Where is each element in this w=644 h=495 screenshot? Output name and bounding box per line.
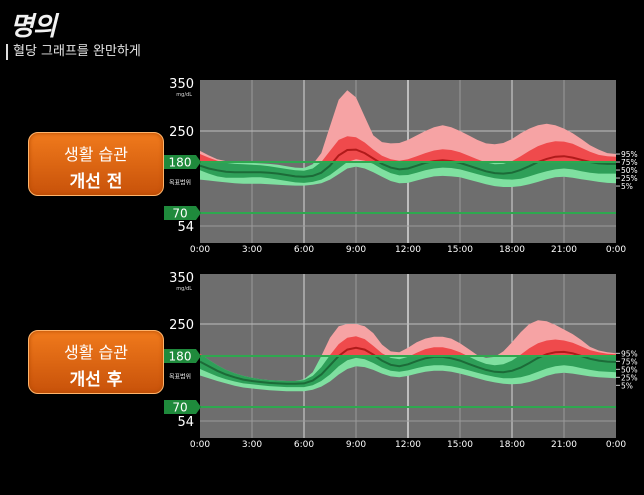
program-logo: 명의 [10,12,57,42]
y-tick-label: 350 [169,77,194,92]
band-outer-high [200,320,616,356]
percentile-label: 50% [621,166,638,175]
x-tick-label: 12:00 [395,245,421,255]
badge-before-line2: 개선 전 [69,172,123,192]
x-tick-label: 15:00 [447,245,473,255]
badge-before-line1: 생활 습관 [64,145,128,164]
x-tick-label: 6:00 [294,245,314,255]
page-subtitle: 혈당 그래프를 완만하게 [6,44,141,60]
percentile-label: 50% [621,365,638,374]
x-tick-label: 9:00 [346,245,366,255]
badge-after-line1: 생활 습관 [64,343,128,362]
percentile-label: 5% [621,381,633,390]
percentile-label: 75% [621,158,638,167]
range-label-180: 180 [169,156,192,170]
percentile-label: 5% [621,182,633,191]
x-tick-label: 6:00 [294,440,314,450]
y-unit-label: mg/dL [176,92,192,98]
percentile-label: 75% [621,357,638,366]
median-line-high [331,148,597,162]
y-tick-label: 250 [169,125,194,140]
band-outer-high [200,90,616,162]
x-tick-label: 18:00 [499,440,525,450]
y-tick-label: 54 [177,220,194,235]
range-label-180-tag [164,155,201,169]
x-tick-label: 15:00 [447,440,473,450]
x-tick-label: 18:00 [499,245,525,255]
y-unit-label: mg/dL [176,286,192,292]
x-tick-label: 3:00 [242,440,262,450]
range-label-70: 70 [172,401,187,415]
percentile-label: 95% [621,150,638,159]
range-label-180: 180 [169,350,192,364]
percentile-label: 95% [621,349,638,358]
range-label-70: 70 [172,207,187,221]
band-inner-high [200,136,616,162]
y-tick-label: 250 [169,318,194,333]
median-line-normal [200,356,616,385]
x-tick-label: 9:00 [346,440,366,450]
x-tick-label: 0:00 [606,440,626,450]
badge-before: 생활 습관 개선 전 [28,132,164,196]
chart-0: 350 250 54 mg/dL 180 70 목표범위 0:00 3:00 6:00 9:00 12… [164,77,638,255]
y-tick-label: 350 [169,271,194,286]
median-line-high [337,346,585,356]
range-label-180-tag [164,349,201,363]
target-range-label: 목표범위 [169,179,191,187]
chart-1: 350 250 54 mg/dL 180 70 목표범위 0:00 3:00 6:00 9:00 12… [164,271,638,450]
percentile-label: 25% [621,373,638,382]
band-inner-normal [200,356,616,388]
percentile-label: 25% [621,174,638,183]
badge-after-line2: 개선 후 [69,370,123,390]
x-tick-label: 21:00 [551,440,577,450]
median-line-normal [200,162,616,178]
x-tick-label: 12:00 [395,440,421,450]
range-label-70-tag [164,206,201,220]
y-tick-label: 54 [177,415,194,430]
x-tick-label: 0:00 [190,245,210,255]
range-label-70-tag [164,400,201,414]
x-tick-label: 21:00 [551,245,577,255]
x-tick-label: 0:00 [190,440,210,450]
target-range-label: 목표범위 [169,373,191,381]
badge-after: 생활 습관 개선 후 [28,330,164,394]
x-tick-label: 3:00 [242,245,262,255]
x-tick-label: 0:00 [606,245,626,255]
